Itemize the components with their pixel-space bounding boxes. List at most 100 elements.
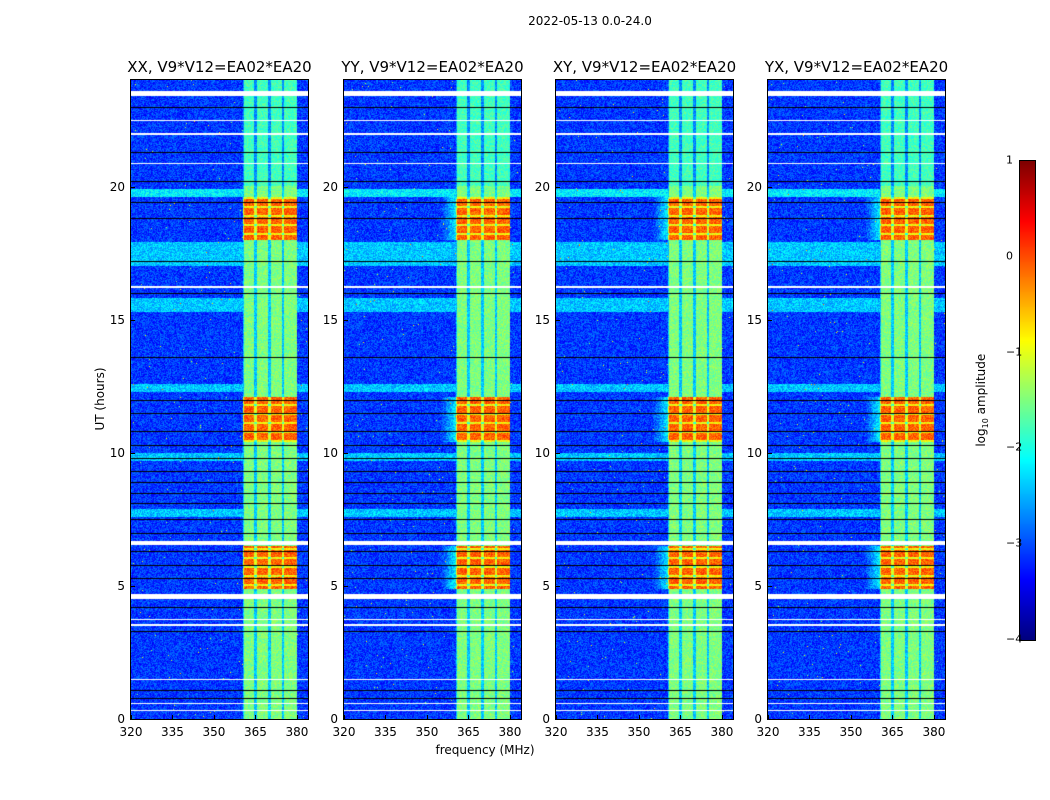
x-tick-label: 380 (498, 725, 522, 739)
panel-title: XY, V9*V12=EA02*EA20 (552, 58, 737, 76)
x-tick-label: 365 (457, 725, 480, 739)
y-tick-label: 5 (754, 578, 762, 593)
y-tick-label: 15 (534, 312, 550, 327)
x-tick-mark (850, 715, 852, 719)
y-tick-mark (768, 186, 772, 188)
y-tick-label: 0 (754, 712, 762, 726)
spectrogram-panel (130, 79, 309, 720)
x-tick-mark (933, 715, 935, 719)
y-tick-mark (131, 719, 135, 720)
x-tick-label: 350 (202, 725, 226, 739)
y-tick-label: 5 (542, 578, 550, 593)
y-tick-mark (556, 452, 560, 454)
y-tick-label: 0 (330, 712, 338, 726)
spectrogram-heatmap (344, 80, 521, 719)
panel-title: XX, V9*V12=EA02*EA20 (127, 58, 312, 76)
colorbar-tick-label: 1 (1006, 153, 1013, 167)
x-tick-label: 335 (798, 725, 821, 739)
spectrogram-heatmap (556, 80, 733, 719)
y-tick-mark (344, 719, 348, 720)
colorbar-label: log10 amplitude (974, 340, 990, 460)
y-tick-mark (768, 452, 772, 454)
x-tick-label: 365 (669, 725, 692, 739)
y-tick-label: 10 (109, 445, 125, 460)
y-tick-mark (768, 719, 772, 720)
colorbar-tick-label: −4 (1006, 632, 1023, 646)
y-tick-mark (131, 585, 135, 587)
colorbar-tick-label: −1 (1006, 345, 1023, 359)
spectrogram-panel (555, 79, 734, 720)
x-tick-mark (296, 715, 298, 719)
y-tick-mark (131, 319, 135, 321)
colorbar-label-suffix: amplitude (973, 353, 988, 419)
y-tick-label: 0 (542, 712, 550, 726)
x-tick-mark (172, 715, 174, 719)
x-axis-label: frequency (MHz) (435, 743, 535, 757)
y-tick-label: 10 (746, 445, 762, 460)
colorbar-tick-label: −2 (1006, 440, 1023, 454)
figure-title: 2022-05-13 0.0-24.0 (528, 14, 652, 28)
x-tick-mark (344, 715, 345, 719)
y-tick-label: 0 (117, 712, 125, 726)
y-tick-label: 20 (534, 179, 550, 194)
y-tick-label: 15 (746, 312, 762, 327)
x-tick-mark (680, 715, 682, 719)
y-tick-label: 5 (330, 578, 338, 593)
x-tick-mark (556, 715, 557, 719)
spectrogram-heatmap (131, 80, 308, 719)
x-tick-mark (597, 715, 599, 719)
colorbar-tick-label: −3 (1006, 536, 1023, 550)
panel-title: YY, V9*V12=EA02*EA20 (341, 58, 524, 76)
x-tick-mark (768, 715, 769, 719)
y-axis-label: UT (hours) (93, 367, 107, 431)
spectrogram-panel (767, 79, 946, 720)
y-tick-mark (344, 319, 348, 321)
panel-title: YX, V9*V12=EA02*EA20 (764, 58, 949, 76)
colorbar-tick-label: 0 (1006, 249, 1013, 263)
y-tick-mark (768, 319, 772, 321)
y-tick-mark (556, 585, 560, 587)
colorbar-label-sub: 10 (981, 418, 991, 429)
x-tick-mark (385, 715, 387, 719)
y-tick-label: 20 (109, 179, 125, 194)
y-tick-label: 10 (534, 445, 550, 460)
x-tick-label: 320 (756, 725, 780, 739)
y-tick-label: 10 (322, 445, 338, 460)
x-tick-label: 350 (415, 725, 439, 739)
colorbar-label-prefix: log (973, 428, 988, 447)
x-tick-label: 380 (922, 725, 946, 739)
x-tick-label: 320 (119, 725, 143, 739)
y-tick-mark (131, 452, 135, 454)
y-tick-mark (344, 585, 348, 587)
colorbar-gradient (1020, 161, 1035, 640)
x-tick-mark (721, 715, 723, 719)
x-tick-label: 320 (332, 725, 356, 739)
x-tick-label: 380 (285, 725, 309, 739)
x-tick-mark (131, 715, 132, 719)
x-tick-mark (638, 715, 640, 719)
x-tick-mark (892, 715, 894, 719)
y-tick-mark (344, 452, 348, 454)
y-tick-label: 15 (322, 312, 338, 327)
x-tick-label: 365 (881, 725, 904, 739)
colorbar (1019, 160, 1036, 641)
y-tick-label: 15 (109, 312, 125, 327)
x-tick-label: 350 (839, 725, 863, 739)
spectrogram-panel (343, 79, 522, 720)
x-tick-mark (255, 715, 257, 719)
x-tick-mark (213, 715, 215, 719)
y-tick-mark (768, 585, 772, 587)
x-tick-mark (509, 715, 511, 719)
y-tick-label: 20 (322, 179, 338, 194)
y-tick-mark (556, 719, 560, 720)
y-tick-label: 20 (746, 179, 762, 194)
y-tick-mark (556, 319, 560, 321)
x-tick-label: 380 (710, 725, 734, 739)
x-tick-label: 335 (161, 725, 184, 739)
x-tick-mark (809, 715, 811, 719)
y-tick-mark (344, 186, 348, 188)
x-tick-mark (426, 715, 428, 719)
y-tick-mark (131, 186, 135, 188)
x-tick-label: 350 (627, 725, 651, 739)
